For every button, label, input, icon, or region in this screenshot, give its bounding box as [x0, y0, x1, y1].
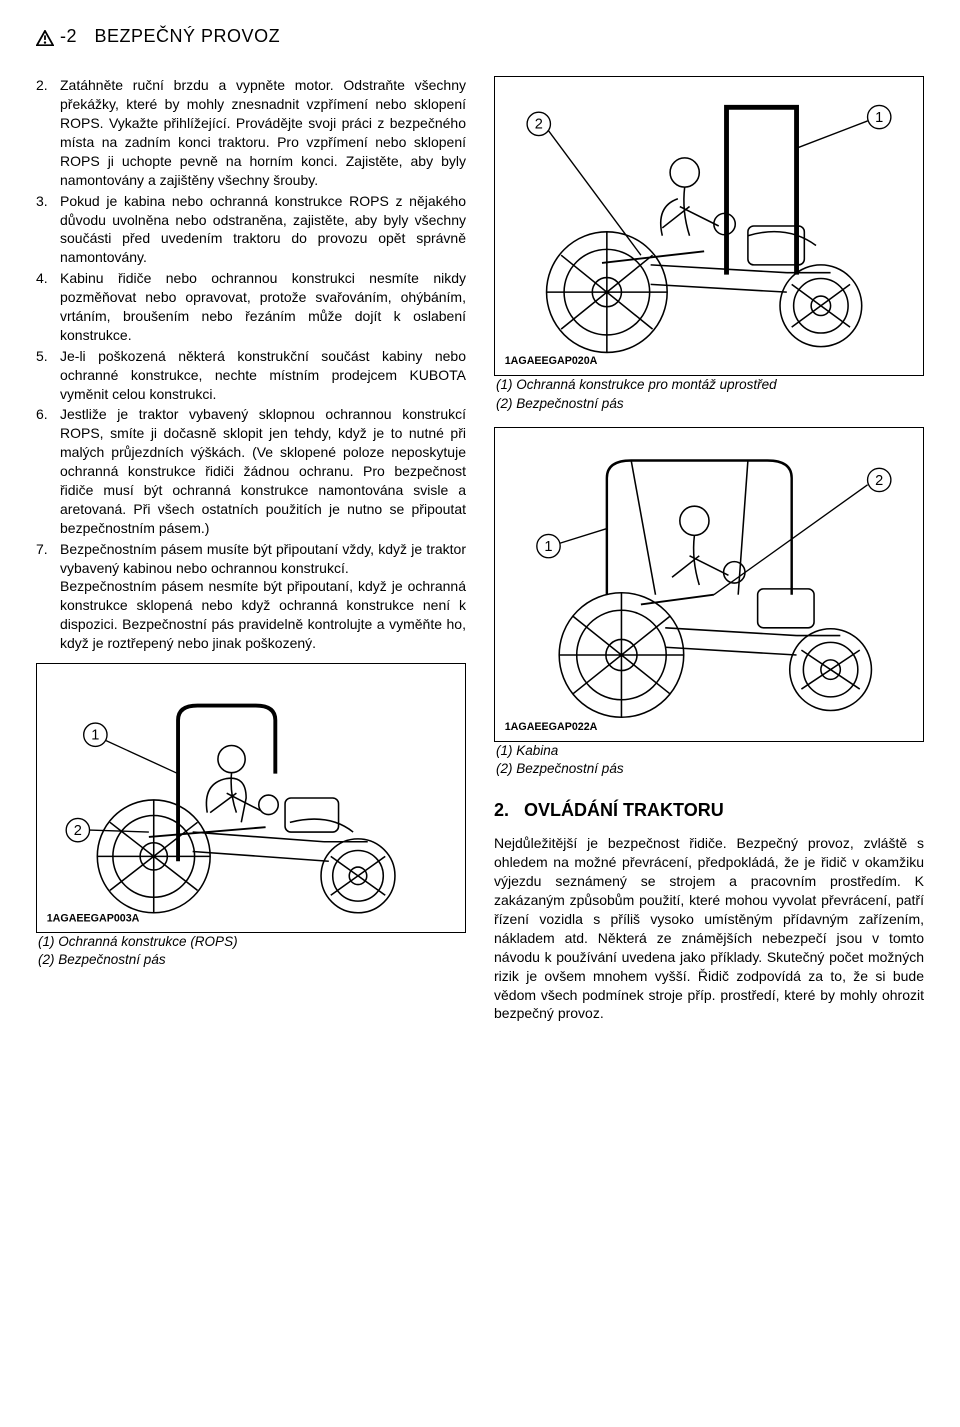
list-item: 6. Jestliže je traktor vybavený sklopnou… [36, 405, 466, 537]
right-column: 1 2 1AGAEEGAP020A (1) Ochranná konstrukc… [494, 76, 924, 1023]
list-text: Pokud je kabina nebo ochranná konstrukce… [60, 192, 466, 268]
figure-022a-block: 1 2 1AGAEEGAP022A (1) Kabina (2) Bezpečn… [494, 427, 924, 778]
list-num: 4. [36, 269, 60, 345]
svg-text:2: 2 [74, 823, 82, 839]
section-paragraph: Nejdůležitější je bezpečnost řidiče. Bez… [494, 834, 924, 1023]
figure-caption: (2) Bezpečnostní pás [38, 951, 466, 969]
list-item: 5. Je-li poškozená některá konstrukční s… [36, 347, 466, 404]
left-column: 2. Zatáhněte ruční brzdu a vypněte motor… [36, 76, 466, 1023]
svg-text:2: 2 [535, 117, 543, 133]
svg-text:1: 1 [875, 110, 883, 126]
figure-caption: (2) Bezpečnostní pás [496, 395, 924, 413]
list-item: 7. Bezpečnostním pásem musíte být připou… [36, 540, 466, 653]
section-title-text: OVLÁDÁNÍ TRAKTORU [524, 800, 724, 820]
figure-caption: (2) Bezpečnostní pás [496, 760, 924, 778]
page-number: -2 [60, 24, 77, 48]
warning-icon [36, 28, 54, 44]
two-column-layout: 2. Zatáhněte ruční brzdu a vypněte motor… [36, 76, 924, 1023]
page-title: BEZPEČNÝ PROVOZ [95, 24, 281, 48]
section-num: 2. [494, 800, 509, 820]
figure-020a: 1 2 1AGAEEGAP020A [494, 76, 924, 376]
list-text: Kabinu řidiče nebo ochrannou konstrukci … [60, 269, 466, 345]
safety-list: 2. Zatáhněte ruční brzdu a vypněte motor… [36, 76, 466, 653]
page-header: -2 BEZPEČNÝ PROVOZ [36, 24, 924, 48]
list-num: 6. [36, 405, 60, 537]
svg-text:1AGAEEGAP020A: 1AGAEEGAP020A [505, 355, 598, 367]
list-text: Jestliže je traktor vybavený sklopnou oc… [60, 405, 466, 537]
figure-003a: 1 2 1AGAEEGAP003A [36, 663, 466, 933]
svg-text:1AGAEEGAP022A: 1AGAEEGAP022A [505, 721, 598, 733]
figure-020a-block: 1 2 1AGAEEGAP020A (1) Ochranná konstrukc… [494, 76, 924, 412]
svg-text:1AGAEEGAP003A: 1AGAEEGAP003A [47, 913, 140, 925]
list-num: 3. [36, 192, 60, 268]
svg-text:1: 1 [544, 539, 552, 555]
figure-caption: (1) Ochranná konstrukce pro montáž upros… [496, 376, 924, 394]
list-num: 7. [36, 540, 60, 653]
list-item: 2. Zatáhněte ruční brzdu a vypněte motor… [36, 76, 466, 189]
figure-003a-block: 1 2 1AGAEEGAP003A (1) Ochranná konstrukc… [36, 663, 466, 969]
list-item: 3. Pokud je kabina nebo ochranná konstru… [36, 192, 466, 268]
svg-text:2: 2 [875, 473, 883, 489]
list-text: Zatáhněte ruční brzdu a vypněte motor. O… [60, 76, 466, 189]
list-item: 4. Kabinu řidiče nebo ochrannou konstruk… [36, 269, 466, 345]
figure-caption: (1) Ochranná konstrukce (ROPS) [38, 933, 466, 951]
list-num: 2. [36, 76, 60, 189]
figure-022a: 1 2 1AGAEEGAP022A [494, 427, 924, 742]
list-text: Je-li poškozená některá konstrukční souč… [60, 347, 466, 404]
list-num: 5. [36, 347, 60, 404]
section-heading: 2. OVLÁDÁNÍ TRAKTORU [494, 798, 924, 822]
figure-caption: (1) Kabina [496, 742, 924, 760]
svg-text:1: 1 [91, 728, 99, 744]
list-text: Bezpečnostním pásem musíte být připoutan… [60, 540, 466, 653]
